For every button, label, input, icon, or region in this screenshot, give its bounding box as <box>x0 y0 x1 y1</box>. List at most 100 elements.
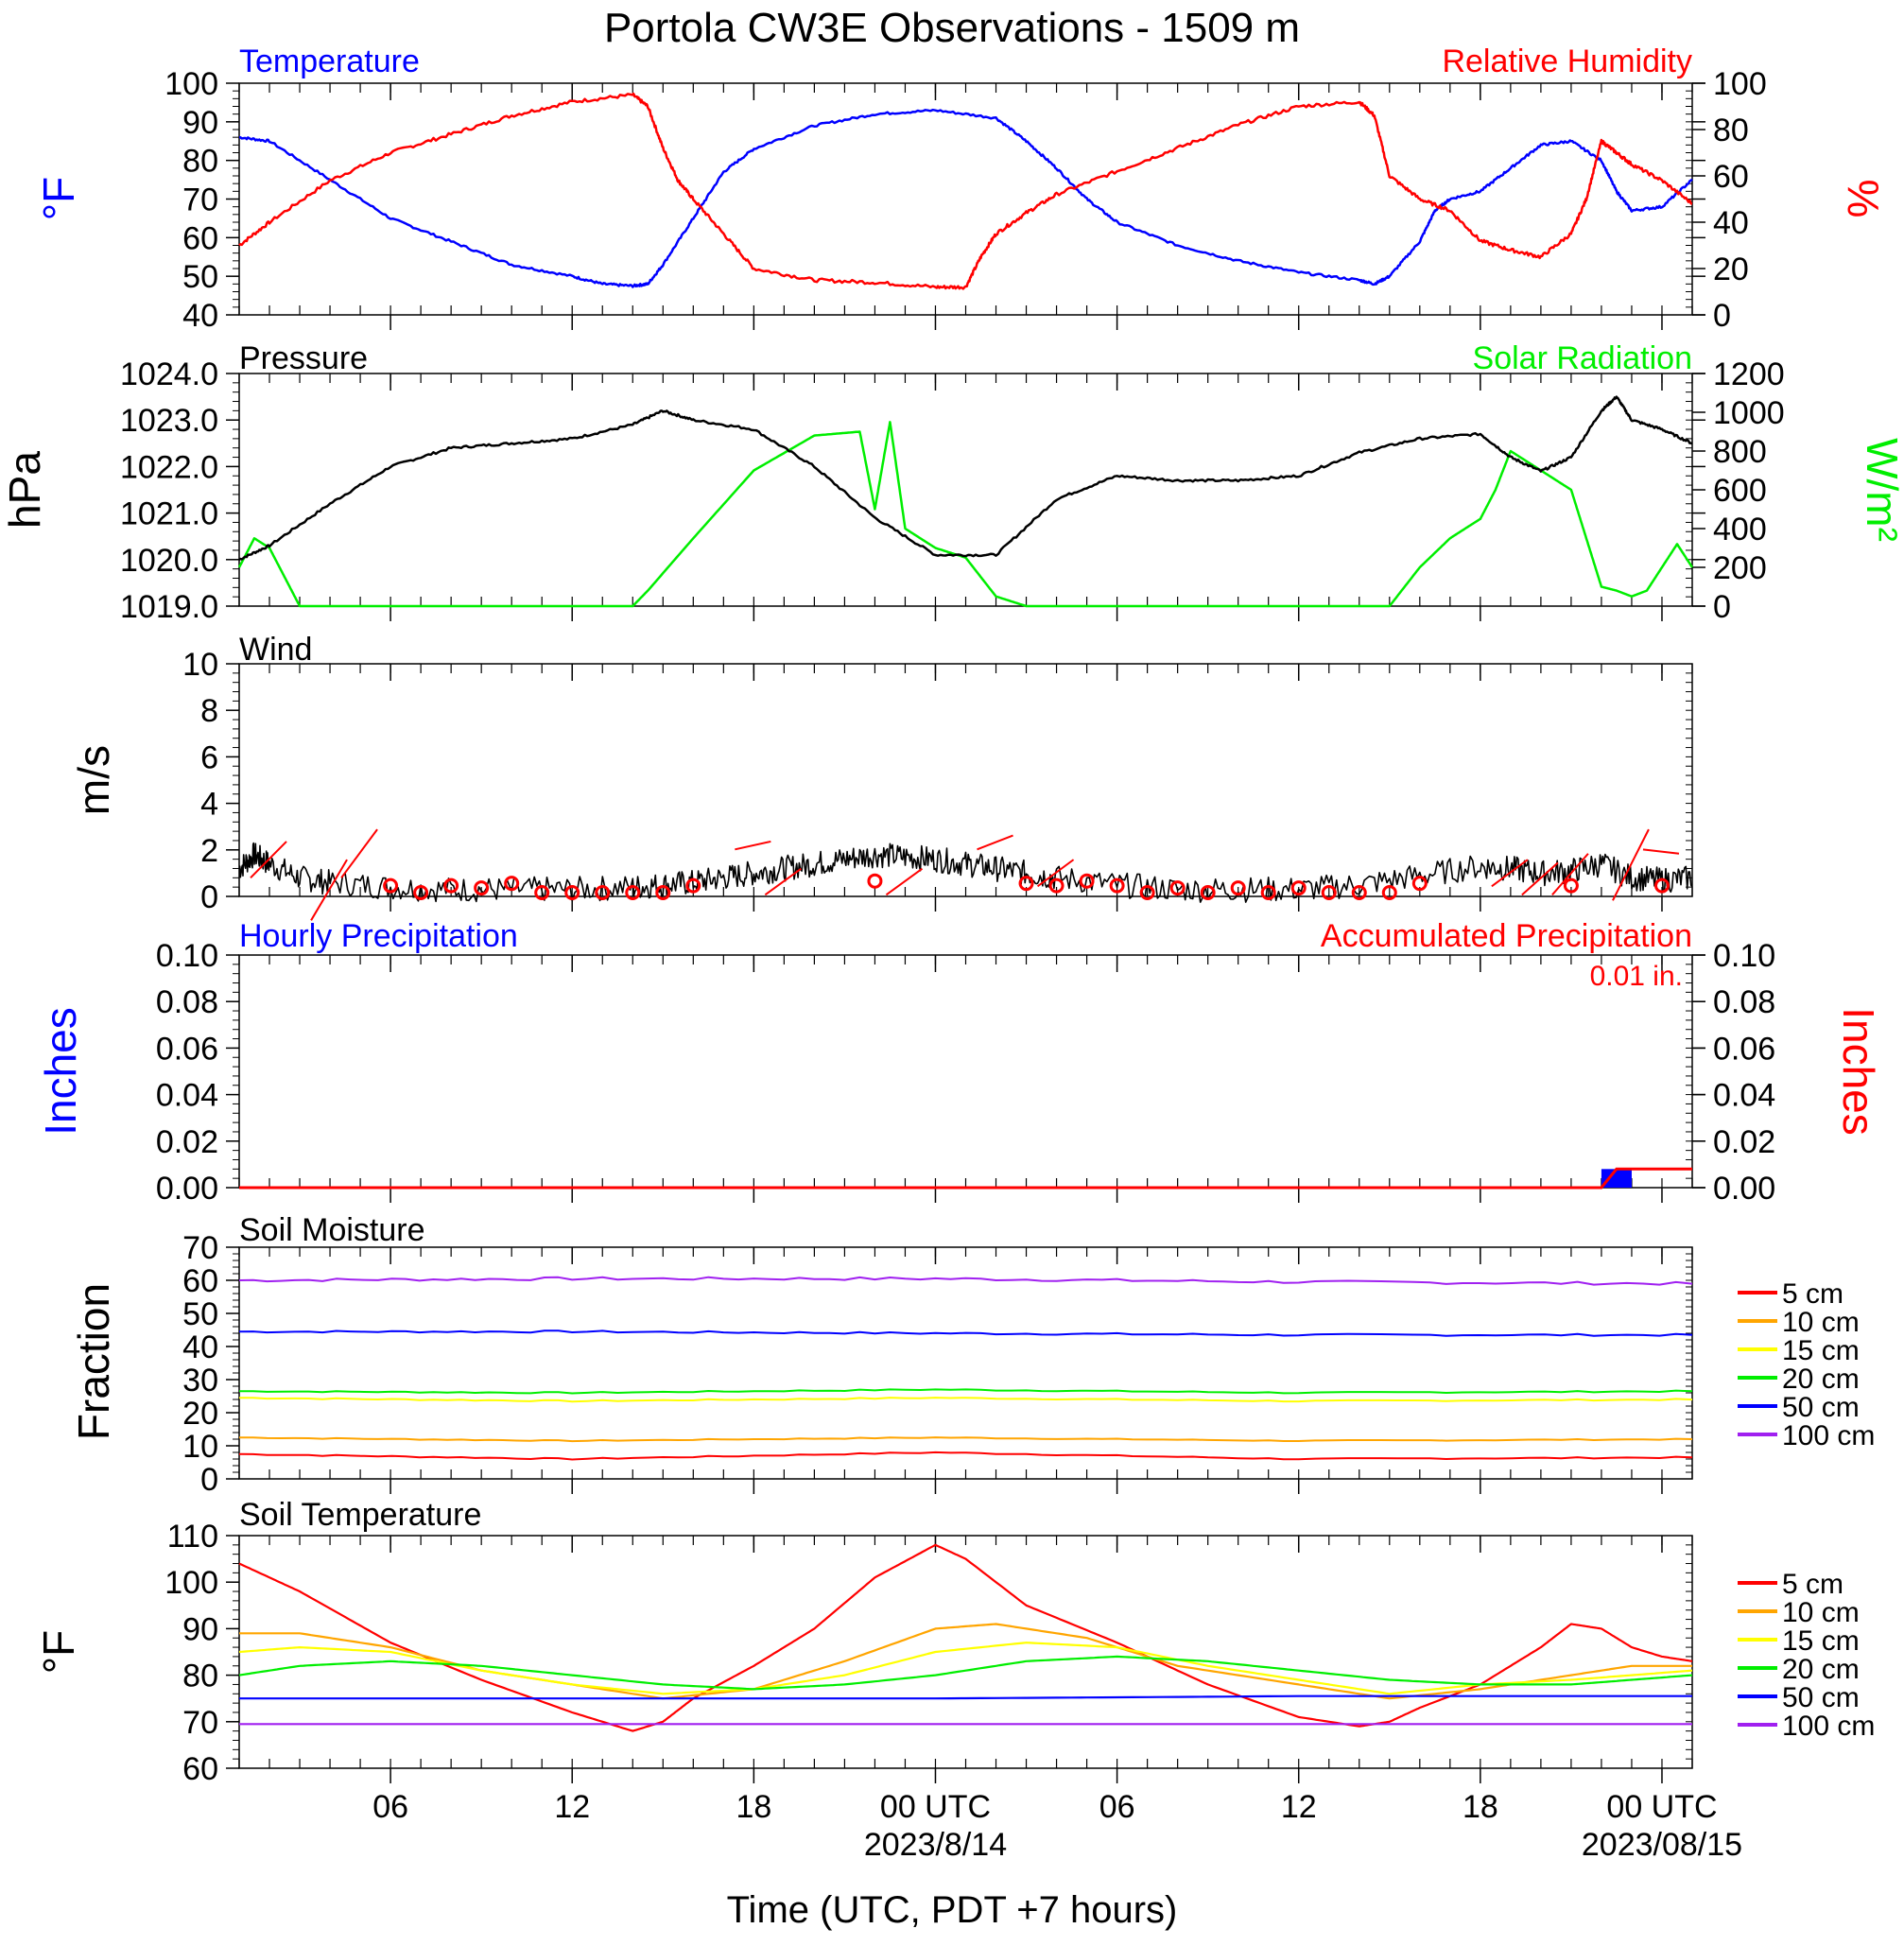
wind-calm-circle <box>564 885 580 900</box>
soil_temperature-y-tick-label: 90 <box>182 1611 218 1647</box>
solar-series-line <box>237 421 1694 608</box>
temp_rh-y2-tick-label: 80 <box>1713 113 1749 148</box>
temp_rh-y-tick-label: 40 <box>182 298 218 334</box>
soil-moisture-line <box>238 1276 1693 1286</box>
x-tick-label: 18 <box>736 1789 771 1825</box>
soil-moisture-legend-label: 10 cm <box>1782 1307 1860 1338</box>
soil_temperature-y-tick-label: 80 <box>182 1659 218 1694</box>
wind-calm-circle <box>443 877 459 894</box>
solar-unit-label: W/m² <box>1858 438 1904 542</box>
wind-calm-circle <box>1563 877 1579 894</box>
x-tick-label: 12 <box>554 1789 590 1825</box>
wind-calm-circle <box>504 876 520 892</box>
wind-y-tick-label: 2 <box>200 833 218 869</box>
soil_moisture-y-tick-label: 40 <box>182 1329 218 1365</box>
temp_rh-y-tick-label: 80 <box>182 144 218 180</box>
temperature-unit-label: °F <box>34 177 83 221</box>
wind-calm-circle <box>625 885 641 900</box>
soil-temp-legend-label: 15 cm <box>1782 1625 1860 1657</box>
wind-calm-circle <box>1290 880 1307 896</box>
wind-barb <box>885 867 924 896</box>
soil-moisture-line <box>238 1388 1693 1395</box>
soil-temp-line <box>239 1694 1692 1700</box>
precip-y-tick-label: 0.10 <box>156 938 218 974</box>
pressure_solar-y-tick-label: 1019.0 <box>120 589 218 625</box>
wind-title: Wind <box>239 632 312 668</box>
precip-y-tick-label: 0.08 <box>156 984 218 1020</box>
wind-calm-circle <box>1169 880 1186 896</box>
x-tick-date-label: 2023/08/15 <box>1582 1827 1742 1863</box>
humidity-title: Relative Humidity <box>1442 43 1692 79</box>
pressure-series-line <box>238 395 1693 561</box>
temp_rh-y-tick-label: 100 <box>164 66 218 102</box>
precip-y-tick-label: 0.04 <box>156 1078 218 1114</box>
soil-moisture-legend-label: 50 cm <box>1782 1392 1860 1423</box>
precip-y2-tick-label: 0.08 <box>1713 984 1775 1020</box>
wind-barb <box>1036 859 1075 888</box>
temperature-title: Temperature <box>239 43 420 79</box>
wind-barb <box>977 834 1013 851</box>
soil_temperature-y-tick-label: 100 <box>164 1565 218 1601</box>
precip-y2-tick-label: 0.02 <box>1713 1124 1775 1160</box>
pressure_solar-y2-tick-label: 400 <box>1713 512 1767 547</box>
wind-y-tick-label: 0 <box>200 879 218 915</box>
wind-barb <box>764 867 802 896</box>
precip-y2-tick-label: 0.10 <box>1713 938 1775 974</box>
soil_moisture-y-tick-label: 10 <box>182 1429 218 1465</box>
x-tick-label: 00 UTC <box>880 1789 991 1825</box>
wind-barb <box>1551 853 1589 895</box>
soil_moisture-y-tick-label: 0 <box>200 1462 218 1498</box>
soil-moisture-legend-label: 5 cm <box>1782 1278 1843 1310</box>
pressure-unit-label: hPa <box>0 451 49 529</box>
pressure_solar-y2-tick-label: 1000 <box>1713 395 1785 431</box>
x-tick-label: 06 <box>1099 1789 1135 1825</box>
wind-calm-circle <box>1381 885 1397 900</box>
wind-barb <box>250 841 287 879</box>
wind-calm-circle <box>383 877 399 894</box>
soil_temperature-y-tick-label: 110 <box>167 1519 218 1555</box>
wind-barb <box>735 840 771 851</box>
chart-title: Portola CW3E Observations - 1509 m <box>604 5 1300 51</box>
temp_rh-y2-tick-label: 60 <box>1713 159 1749 195</box>
soil-temp-legend-label: 20 cm <box>1782 1654 1860 1685</box>
soil_temperature-y-tick-label: 70 <box>182 1705 218 1741</box>
x-tick-label: 18 <box>1463 1789 1498 1825</box>
temp_rh-y-tick-label: 70 <box>182 182 218 218</box>
wind-calm-circle <box>685 877 701 894</box>
pressure_solar-y-tick-label: 1023.0 <box>120 403 218 439</box>
wind-y-tick-label: 4 <box>200 787 218 823</box>
precip-total-label: 0.01 in. <box>1590 961 1683 992</box>
soil-moisture-unit-label: Fraction <box>69 1283 118 1440</box>
soil-moisture-line <box>238 1451 1693 1461</box>
temp_rh-y-tick-label: 90 <box>182 105 218 141</box>
pressure_solar-y2-tick-label: 0 <box>1713 589 1731 625</box>
wind-calm-circle <box>1411 876 1428 892</box>
soil-moisture-legend-label: 20 cm <box>1782 1364 1860 1395</box>
wind-calm-circle <box>474 880 490 896</box>
soil_moisture-y-tick-label: 50 <box>182 1296 218 1332</box>
pressure_solar-y2-tick-label: 600 <box>1713 473 1767 509</box>
pressure-title: Pressure <box>239 340 368 376</box>
wind-barb <box>1642 848 1680 855</box>
hourly-precip-bar <box>1601 1169 1632 1188</box>
precip-y2-tick-label: 0.06 <box>1713 1031 1775 1067</box>
wind-calm-circle <box>1321 885 1337 900</box>
hourly-precip-title: Hourly Precipitation <box>239 918 518 954</box>
wind-calm-circle <box>1139 885 1155 900</box>
temp_rh-y2-tick-label: 100 <box>1713 66 1767 102</box>
x-tick-date-label: 2023/8/14 <box>864 1827 1007 1863</box>
wind-barb <box>310 859 348 921</box>
temperature-series-line <box>239 108 1693 288</box>
accum-precip-title: Accumulated Precipitation <box>1321 918 1692 954</box>
wind-y-tick-label: 6 <box>200 739 218 775</box>
temp_rh-y2-tick-label: 40 <box>1713 205 1749 241</box>
precip-y-tick-label: 0.00 <box>156 1171 218 1207</box>
temp_rh-y-tick-label: 60 <box>182 220 218 256</box>
wind-calm-circle <box>1260 885 1276 900</box>
accum-precip-unit-label: Inches <box>1834 1007 1883 1136</box>
soil_moisture-y-tick-label: 60 <box>182 1263 218 1299</box>
wind-calm-circle <box>867 873 883 889</box>
hourly-precip-unit-label: Inches <box>36 1007 85 1136</box>
accum-precip-line <box>239 1167 1692 1190</box>
